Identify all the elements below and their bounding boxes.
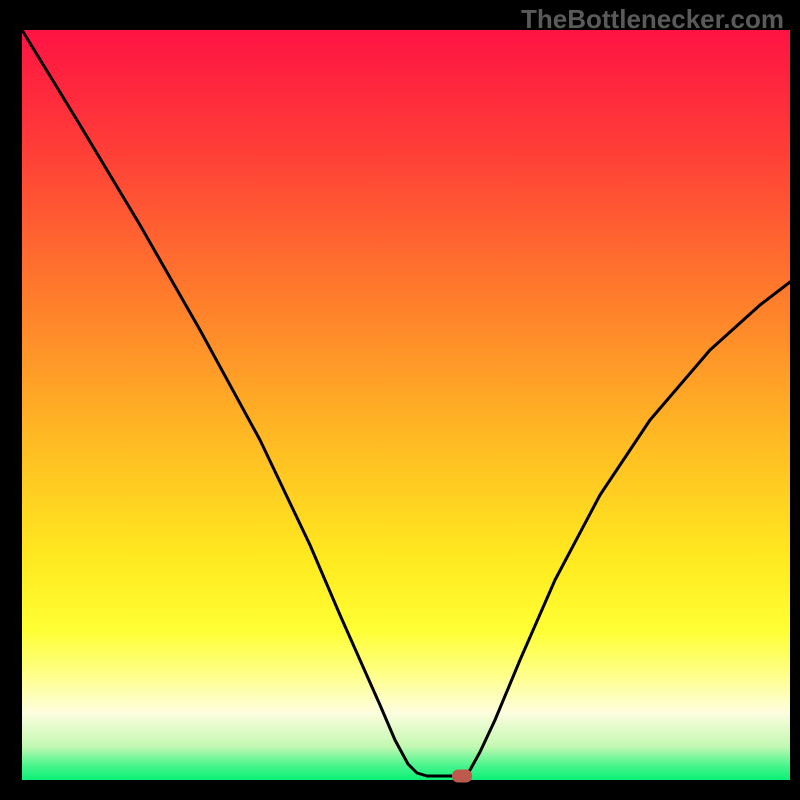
bottleneck-curve [0, 0, 800, 800]
watermark-text: TheBottlenecker.com [521, 4, 784, 35]
minimum-marker [452, 769, 472, 782]
